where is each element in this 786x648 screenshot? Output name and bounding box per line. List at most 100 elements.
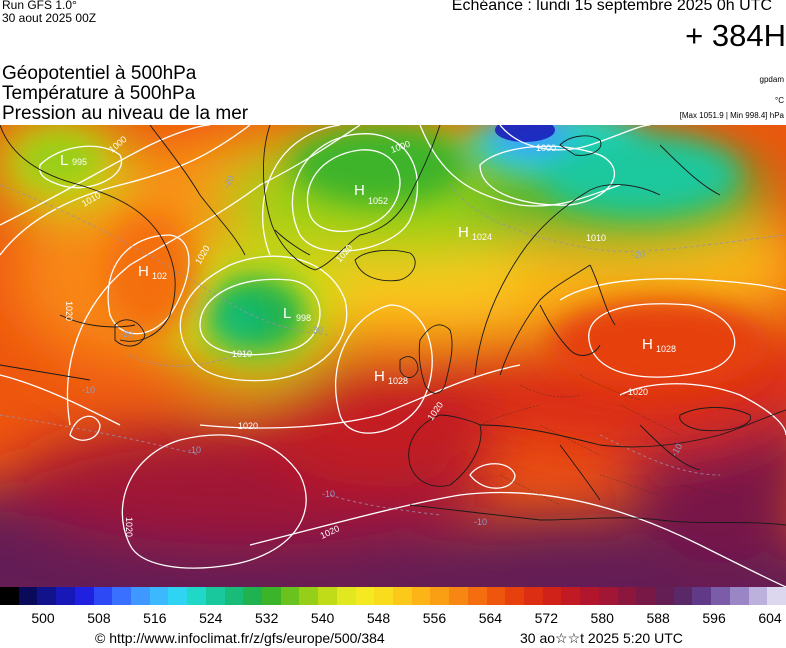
- color-scale-swatch: [524, 587, 544, 605]
- color-scale-swatch: [205, 587, 226, 605]
- isobar-label: 1020: [628, 387, 648, 397]
- color-scale-swatch: [262, 587, 282, 605]
- color-scale-swatch: [692, 587, 712, 605]
- run-label: Run GFS 1.0°: [2, 0, 77, 12]
- color-scale-swatch: [187, 587, 207, 605]
- isobar-label: 1010: [232, 349, 252, 359]
- color-scale-swatch: [542, 587, 563, 605]
- svg-text:L: L: [283, 305, 291, 322]
- color-scale-swatch: [168, 587, 188, 605]
- color-scale-swatch: [18, 587, 39, 605]
- color-scale-swatch: [598, 587, 619, 605]
- svg-text:1024: 1024: [472, 232, 492, 242]
- lead-time: + 384H: [685, 18, 786, 53]
- isobar-label: 1020: [64, 301, 74, 321]
- copyright-url: © http://www.infoclimat.fr/z/gfs/europe/…: [95, 630, 385, 646]
- color-scale-swatch: [711, 587, 731, 605]
- color-scale-swatch: [224, 587, 244, 605]
- color-scale-swatch: [131, 587, 151, 605]
- title-geopotential: Géopotentiel à 500hPa: [2, 63, 197, 84]
- color-scale-swatch: [243, 587, 263, 605]
- pressure-centre-h1028-atlantic: H 1028: [374, 368, 408, 386]
- pressure-centre-l998: L 998: [283, 305, 311, 323]
- pressure-centre-h1052: H 1052: [354, 182, 388, 206]
- title-temperature: Température à 500hPa: [2, 83, 196, 104]
- color-scale-swatch: [56, 587, 76, 605]
- weather-map: L 995 H 1052 H 1024 H 102 L 998 H 1028 H…: [0, 125, 786, 587]
- temperature-label: -10: [322, 489, 335, 499]
- color-scale-swatch: [748, 587, 768, 605]
- color-scale-swatch: [299, 587, 319, 605]
- color-scale-tick-label: 580: [590, 610, 614, 626]
- temperature-label: -10: [188, 445, 201, 455]
- color-scale-swatch: [430, 587, 450, 605]
- color-scale-swatch: [37, 587, 57, 605]
- color-scale-tick-label: 516: [143, 610, 167, 626]
- color-scale-swatch: [74, 587, 95, 605]
- color-scale-swatch: [93, 587, 113, 605]
- color-scale-tick-label: 548: [366, 610, 391, 626]
- temperature-label: -20: [632, 250, 645, 260]
- color-scale-swatch: [280, 587, 301, 605]
- unit-temperature: °C: [775, 96, 784, 105]
- color-scale-swatch: [318, 587, 338, 605]
- color-scale-tick-label: 564: [478, 610, 503, 626]
- temperature-label: -30: [310, 325, 323, 335]
- svg-text:102: 102: [152, 271, 167, 281]
- pressure-centre-l995: L 995: [60, 152, 87, 169]
- color-scale-tick-label: 524: [199, 610, 223, 626]
- color-scale-swatch: [617, 587, 637, 605]
- color-scale-swatch: [655, 587, 675, 605]
- svg-text:H: H: [374, 368, 385, 385]
- color-scale-swatch: [729, 587, 750, 605]
- svg-text:H: H: [458, 224, 469, 241]
- color-scale-tick-label: 556: [422, 610, 447, 626]
- unit-geopotential: gpdam: [759, 75, 784, 84]
- svg-text:L: L: [60, 152, 68, 169]
- svg-text:H: H: [138, 263, 149, 280]
- color-scale-tick-label: 596: [702, 610, 726, 626]
- title-pressure: Pression au niveau de la mer: [2, 103, 249, 124]
- temperature-label: -10: [474, 517, 487, 527]
- generated-time: 30 ao☆☆t 2025 5:20 UTC: [520, 630, 683, 646]
- color-scale-swatch: [149, 587, 170, 605]
- color-scale-swatch: [467, 587, 488, 605]
- svg-text:1052: 1052: [368, 196, 388, 206]
- color-scale-tick-label: 604: [758, 610, 782, 626]
- color-scale-swatch: [767, 587, 786, 605]
- isobar-label: 1010: [586, 233, 606, 243]
- color-scale-swatch: [355, 587, 375, 605]
- pressure-centre-h102: H 102: [138, 263, 167, 281]
- svg-text:998: 998: [296, 313, 311, 323]
- isobar-label: 1020: [238, 421, 258, 431]
- color-scale-tick-label: 588: [646, 610, 670, 626]
- color-scale-swatch: [374, 587, 394, 605]
- color-scale-tick-label: 540: [310, 610, 335, 626]
- color-scale-tick-label: 508: [87, 610, 111, 626]
- temperature-label: -20: [120, 329, 133, 339]
- color-scale-tick-label: 572: [534, 610, 558, 626]
- color-scale-swatch: [486, 587, 506, 605]
- isobar-label: 1020: [124, 517, 134, 537]
- svg-text:H: H: [354, 182, 365, 199]
- pressure-minmax: [Max 1051.9 | Min 998.4] hPa: [679, 111, 784, 120]
- color-scale-swatch: [449, 587, 469, 605]
- pressure-centre-h1028-europe: H 1028: [642, 336, 676, 354]
- color-scale-tick-label: 532: [255, 610, 279, 626]
- color-scale-swatch: [336, 587, 357, 605]
- pressure-centre-h1024: H 1024: [458, 224, 492, 242]
- echeance: Echéance : lundi 15 septembre 2025 0h UT…: [451, 0, 772, 14]
- color-scale-swatch: [636, 587, 656, 605]
- temperature-label: -10: [82, 385, 95, 395]
- svg-text:H: H: [642, 336, 653, 353]
- isobar-label: 1000: [536, 143, 556, 153]
- color-scale-swatch: [580, 587, 600, 605]
- color-scale-swatch: [561, 587, 581, 605]
- color-scale: [0, 587, 786, 605]
- svg-text:1028: 1028: [388, 376, 408, 386]
- svg-text:995: 995: [72, 157, 87, 167]
- color-scale-swatch: [411, 587, 432, 605]
- svg-text:1028: 1028: [656, 344, 676, 354]
- color-scale-tick-label: 500: [31, 610, 55, 626]
- color-scale-swatch: [0, 587, 20, 605]
